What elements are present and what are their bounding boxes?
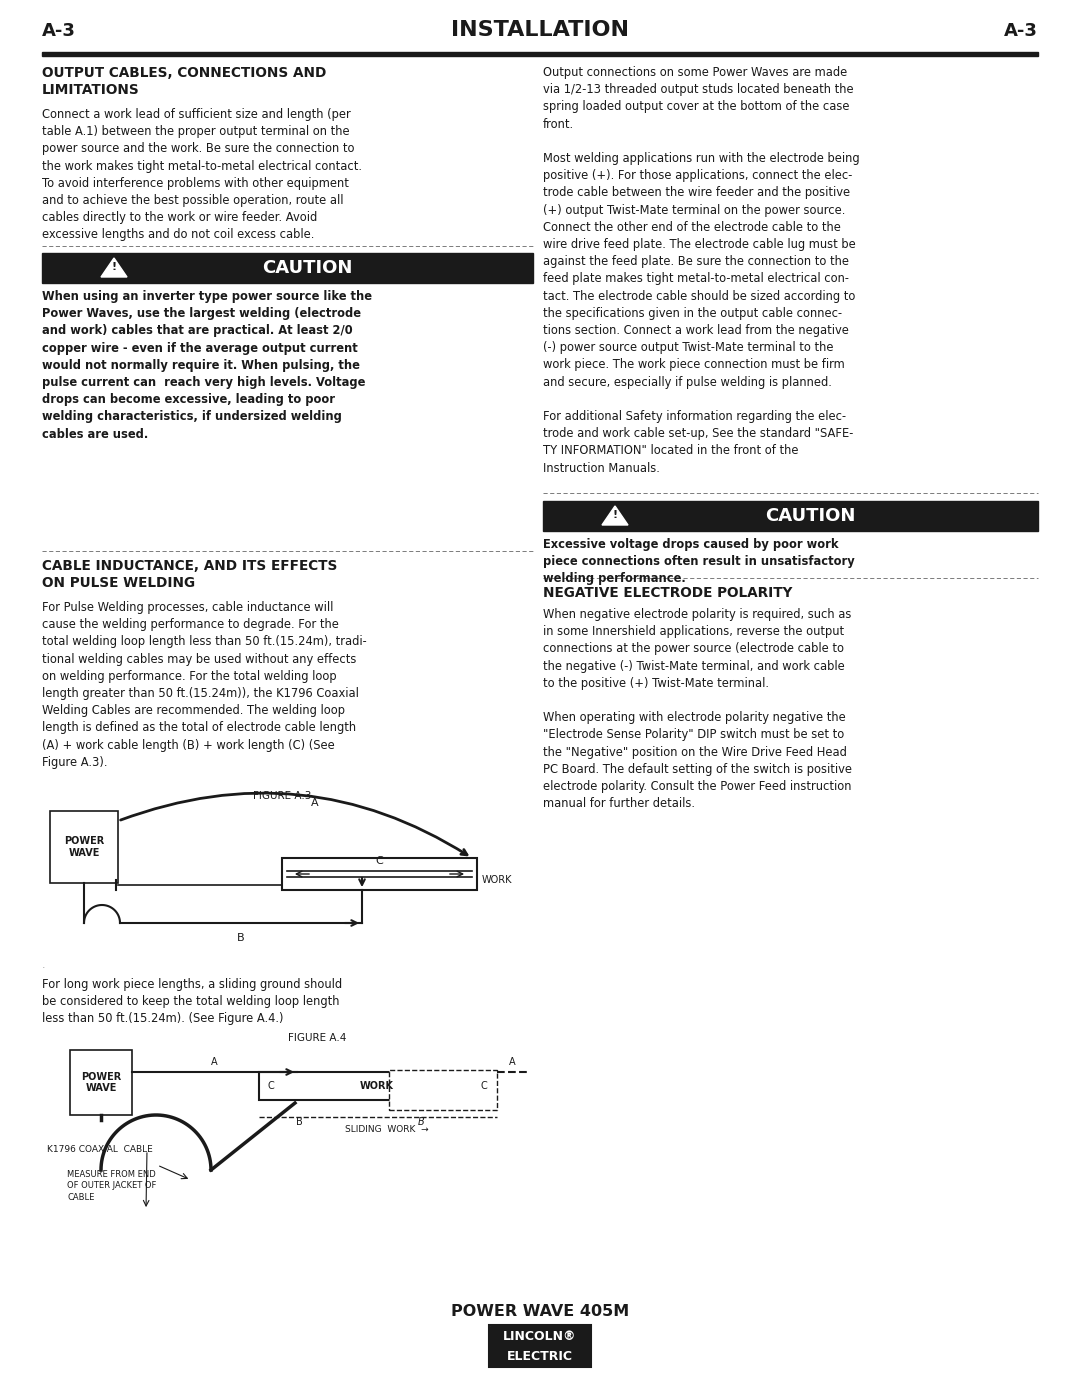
Text: When negative electrode polarity is required, such as
in some Innershield applic: When negative electrode polarity is requ… xyxy=(543,608,852,811)
Text: INSTALLATION: INSTALLATION xyxy=(451,19,629,40)
Text: A-3: A-3 xyxy=(1004,22,1038,40)
Text: C: C xyxy=(481,1081,487,1091)
Text: LINCOLN®: LINCOLN® xyxy=(503,1330,577,1342)
Bar xyxy=(490,1346,590,1366)
Bar xyxy=(50,811,118,883)
Bar xyxy=(489,1326,591,1367)
Text: C: C xyxy=(267,1081,273,1091)
Text: Output connections on some Power Waves are made
via 1/2-13 threaded output studs: Output connections on some Power Waves a… xyxy=(543,67,860,475)
Text: ELECTRIC: ELECTRIC xyxy=(507,1349,573,1363)
Text: !: ! xyxy=(612,509,618,520)
Polygon shape xyxy=(102,258,127,278)
Text: .: . xyxy=(42,965,44,969)
Text: WORK: WORK xyxy=(360,1081,394,1091)
Text: Connect a work lead of sufficient size and length (per
table A.1) between the pr: Connect a work lead of sufficient size a… xyxy=(42,108,362,242)
Text: C: C xyxy=(376,856,383,866)
Text: When using an inverter type power source like the
Power Waves, use the largest w: When using an inverter type power source… xyxy=(42,290,372,440)
Text: CAUTION: CAUTION xyxy=(766,507,855,525)
Text: CAUTION: CAUTION xyxy=(262,260,353,278)
Bar xyxy=(282,858,477,890)
Text: B: B xyxy=(238,933,245,942)
Text: POWER WAVE 405M: POWER WAVE 405M xyxy=(450,1303,630,1319)
Bar xyxy=(42,51,1038,56)
Text: OUTPUT CABLES, CONNECTIONS AND
LIMITATIONS: OUTPUT CABLES, CONNECTIONS AND LIMITATIO… xyxy=(42,67,326,97)
Text: FIGURE A.4: FIGURE A.4 xyxy=(288,1033,347,1042)
Bar xyxy=(389,1070,497,1110)
Bar xyxy=(543,501,1038,532)
Text: B: B xyxy=(418,1117,424,1127)
Text: MEASURE FROM END
OF OUTER JACKET OF
CABLE: MEASURE FROM END OF OUTER JACKET OF CABL… xyxy=(67,1170,157,1202)
Bar xyxy=(70,1049,132,1115)
Text: POWER
WAVE: POWER WAVE xyxy=(64,836,104,858)
Text: K1796 COAXIAL  CABLE: K1796 COAXIAL CABLE xyxy=(48,1145,152,1153)
Text: For Pulse Welding processes, cable inductance will
cause the welding performance: For Pulse Welding processes, cable induc… xyxy=(42,601,367,769)
Text: CABLE INDUCTANCE, AND ITS EFFECTS
ON PULSE WELDING: CABLE INDUCTANCE, AND ITS EFFECTS ON PUL… xyxy=(42,559,337,590)
Bar xyxy=(42,253,534,283)
Text: POWER
WAVE: POWER WAVE xyxy=(81,1072,121,1094)
Polygon shape xyxy=(602,507,627,525)
Bar xyxy=(259,1072,495,1101)
Text: B: B xyxy=(296,1117,302,1127)
Text: A: A xyxy=(509,1058,515,1067)
Text: For long work piece lengths, a sliding ground should
be considered to keep the t: For long work piece lengths, a sliding g… xyxy=(42,979,342,1026)
Bar xyxy=(490,1326,590,1346)
Text: SLIDING  WORK  →: SLIDING WORK → xyxy=(346,1126,429,1134)
Text: !: ! xyxy=(111,262,117,272)
Text: NEGATIVE ELECTRODE POLARITY: NEGATIVE ELECTRODE POLARITY xyxy=(543,586,793,600)
Text: A: A xyxy=(311,798,319,808)
Text: WORK: WORK xyxy=(482,874,513,886)
Text: FIGURE A.3: FIGURE A.3 xyxy=(254,791,312,801)
Text: A-3: A-3 xyxy=(42,22,76,40)
Text: Excessive voltage drops caused by poor work
piece connections often result in un: Excessive voltage drops caused by poor w… xyxy=(543,539,854,586)
Text: A: A xyxy=(212,1058,218,1067)
